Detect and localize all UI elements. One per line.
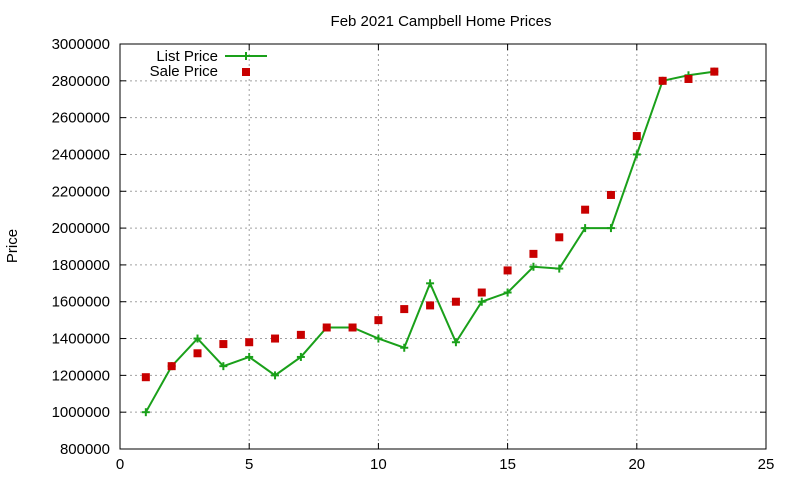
legend-plus-marker (242, 52, 250, 60)
list-price-line (144, 70, 715, 413)
list-price-point (477, 297, 486, 306)
sale-price-point (451, 297, 460, 306)
x-tick-label: 10 (370, 456, 387, 473)
sale-price-point (555, 233, 564, 242)
plot-area-frame (119, 43, 767, 450)
legend-square-marker (242, 68, 250, 76)
x-tick-label: 0 (116, 456, 124, 473)
sale-price-point (296, 330, 305, 339)
sale-price-point (477, 288, 486, 297)
list-price-point (426, 279, 435, 288)
y-axis-ticks: 800000 1000000 1200000 1400000 1600000 180000… (52, 36, 766, 458)
list-price-point (529, 262, 538, 271)
y-tick-label: 1200000 (52, 367, 110, 384)
x-tick-label: 25 (758, 456, 775, 473)
legend-label-sale-price: Sale Price (150, 63, 218, 80)
sale-price-point (606, 190, 615, 199)
sale-price-point (348, 323, 357, 332)
sale-price-point (322, 323, 331, 332)
sale-price-point (271, 334, 280, 343)
sale-price-point (193, 349, 202, 358)
sale-price-point (426, 301, 435, 310)
list-price-point (606, 224, 615, 233)
sale-price-point (710, 67, 719, 76)
list-price-point (193, 334, 202, 343)
grid-lines (120, 44, 766, 449)
x-tick-label: 5 (245, 456, 253, 473)
list-price-point (296, 352, 305, 361)
y-axis-label: Price (4, 229, 21, 263)
list-price-point (581, 224, 590, 233)
data-series (141, 67, 719, 417)
y-tick-label: 1800000 (52, 257, 110, 274)
list-price-point (632, 150, 641, 159)
x-tick-label: 20 (628, 456, 645, 473)
y-tick-label: 2400000 (52, 146, 110, 163)
legend-sample-sale-price (242, 68, 250, 76)
y-tick-label: 2200000 (52, 183, 110, 200)
list-price-point (374, 334, 383, 343)
y-tick-label: 1400000 (52, 331, 110, 348)
list-price-point (219, 362, 228, 371)
list-price-point (451, 338, 460, 347)
sale-price-point (400, 305, 409, 314)
list-price-point (271, 371, 280, 380)
sale-price-point (658, 76, 667, 85)
sale-price-point (219, 340, 228, 349)
sale-price-point (141, 373, 150, 382)
legend-sample-list-price (225, 52, 267, 60)
list-price-point (141, 408, 150, 417)
list-price-point (245, 352, 254, 361)
sale-price-point (167, 362, 176, 371)
sale-price-point (503, 266, 512, 275)
list-price-point (400, 343, 409, 352)
y-tick-label: 1600000 (52, 294, 110, 311)
y-tick-label: 2600000 (52, 110, 110, 127)
sale-price-point (374, 316, 383, 325)
sale-price-point (632, 132, 641, 141)
y-tick-label: 800000 (60, 441, 110, 458)
legend-label-list-price: List Price (156, 48, 218, 65)
x-axis-ticks: 0 5 10 15 20 25 (116, 44, 775, 473)
y-tick-label: 2000000 (52, 220, 110, 237)
y-tick-label: 3000000 (52, 36, 110, 53)
y-tick-label: 1000000 (52, 404, 110, 421)
y-tick-label: 2800000 (52, 73, 110, 90)
sale-price-point (581, 205, 590, 214)
list-price-point (555, 264, 564, 273)
sale-price-point (529, 249, 538, 258)
sale-price-point (684, 74, 693, 83)
list-price-point (503, 288, 512, 297)
sale-price-point (245, 338, 254, 347)
legend: List Price Sale Price (150, 48, 267, 80)
x-tick-label: 15 (499, 456, 516, 473)
chart-title: Feb 2021 Campbell Home Prices (331, 13, 552, 30)
